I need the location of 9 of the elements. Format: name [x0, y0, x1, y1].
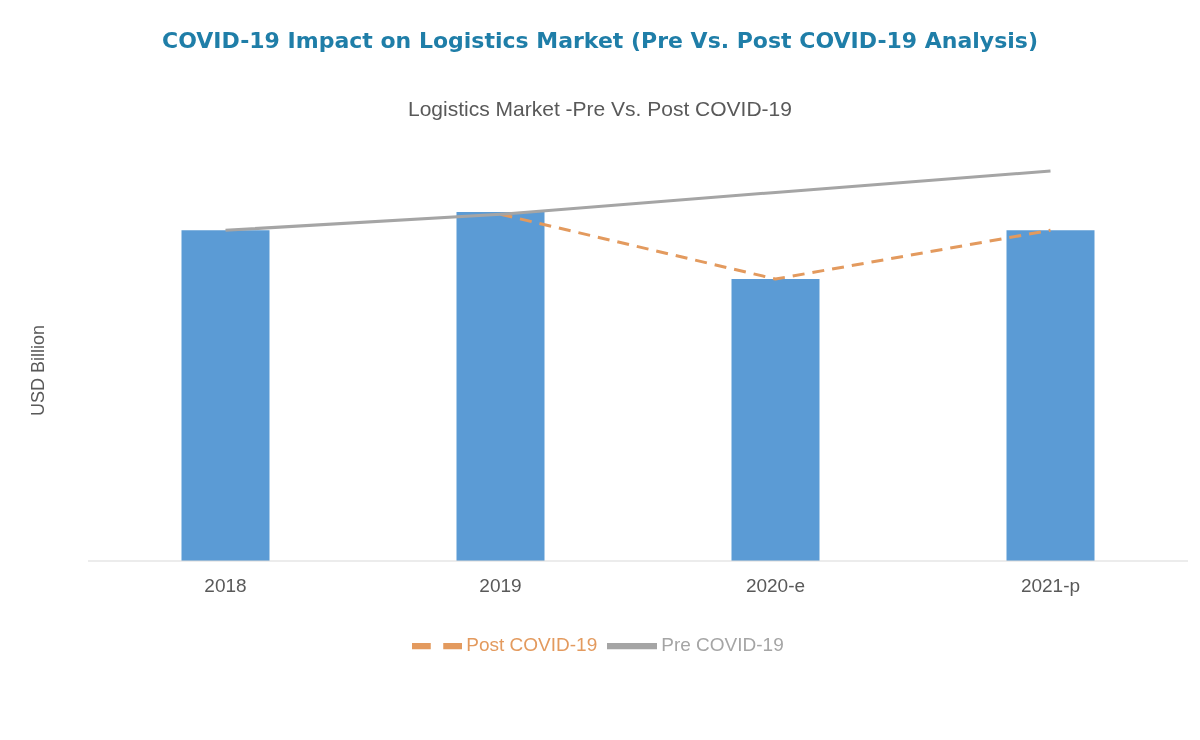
- y-axis-title: USD Billion: [28, 324, 49, 416]
- legend-label: Post COVID-19: [466, 634, 598, 656]
- chart-title: COVID-19 Impact on Logistics Market (Pre Vs. Post COVID-19 Analysis): [161, 28, 1039, 53]
- x-tick-label: 2019: [479, 575, 522, 597]
- x-tick-label: 2018: [204, 575, 247, 597]
- chart-subtitle: Logistics Market -Pre Vs. Post COVID-19: [407, 97, 793, 121]
- legend-label: Pre COVID-19: [661, 634, 784, 656]
- x-tick-label: 2020-e: [745, 575, 806, 597]
- x-tick-label: 2021-p: [1020, 575, 1081, 597]
